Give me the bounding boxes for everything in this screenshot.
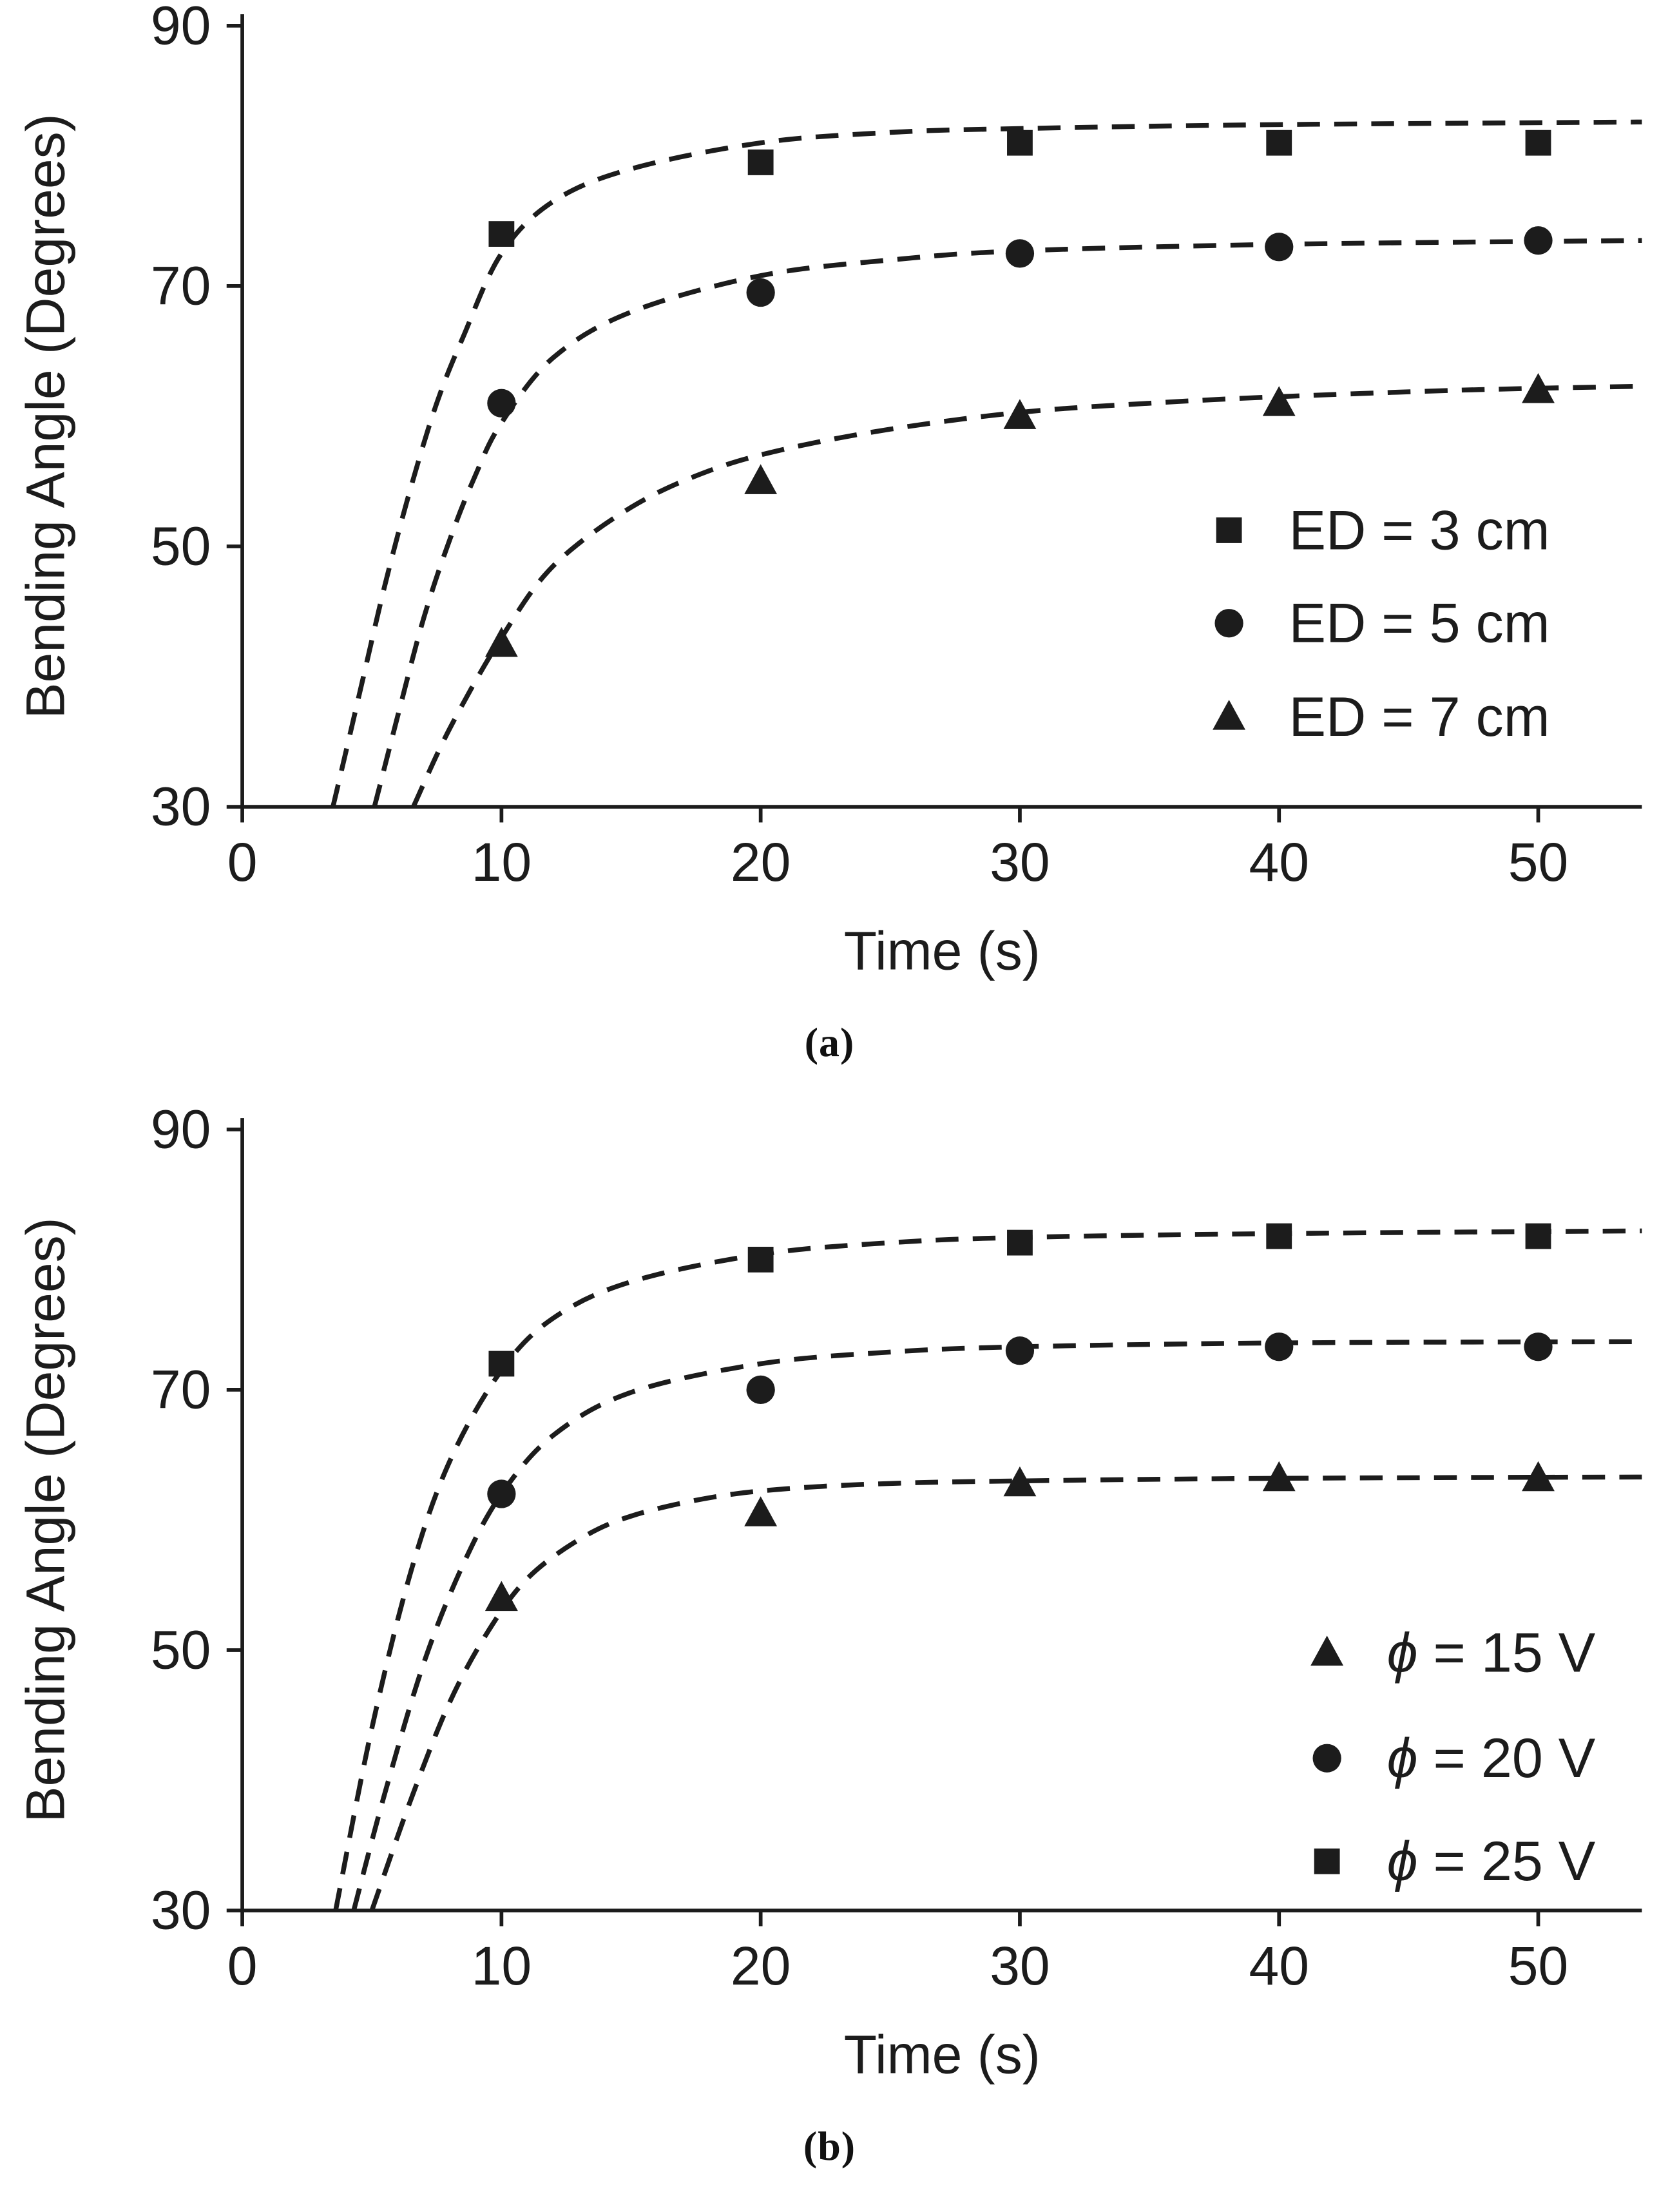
legend-label: ED = 3 cm [1289,499,1550,561]
fit-curve [333,1228,1642,1911]
data-point-marker [1003,1466,1037,1497]
data-point-marker [746,1375,775,1405]
x-tick-label: 0 [227,1936,258,1996]
data-point-marker [1007,130,1033,156]
x-tick-label: 40 [1249,832,1309,892]
data-point-marker [1003,399,1037,429]
data-point-marker [484,626,518,657]
series-20-v [351,1332,1642,1912]
y-tick-label: 50 [151,516,211,577]
data-point-marker [484,1581,518,1611]
x-tick-label: 20 [731,1936,791,1996]
legend-label: ED = 7 cm [1289,686,1550,748]
data-point-marker [488,221,515,247]
legend-marker [1213,700,1246,730]
data-point-marker [1524,226,1553,255]
y-tick-label: 30 [151,1880,211,1941]
legend-marker [1314,1848,1340,1874]
x-tick-label: 40 [1249,1936,1309,1996]
fit-curve [411,383,1642,808]
y-tick-label: 90 [151,1104,211,1159]
panel-a-caption: (a) [804,1019,855,1066]
legend-symbol: ϕ [1387,1831,1418,1892]
x-tick-label: 10 [472,832,532,892]
x-tick-label: 30 [990,1936,1050,1996]
chart-a-canvas: 30 50 70 90 0 10 20 30 40 50 Time (s) Bending Angle… [15,0,1642,981]
chart-b-canvas: 30 50 70 90 0 10 20 30 40 50 Time (s) Bending Angle… [15,1104,1642,2084]
legend-label-text: = 15 V [1418,1622,1596,1684]
panel-a: 30 50 70 90 0 10 20 30 40 50 Time (s) Bending Angle… [0,0,1659,1066]
data-point-marker [1262,386,1296,416]
data-point-marker [1005,1336,1035,1365]
plot-area: 30 50 70 90 0 10 20 30 40 50 Time (s) Bending Angle… [15,0,1642,981]
legend-marker [1312,1744,1341,1773]
x-axis-title: Time (s) [844,920,1040,981]
data-point-marker [1266,1223,1292,1249]
legend: ED = 3 cm ED = 5 cm ED = 7 cm [1213,499,1550,748]
data-point-marker [1524,1332,1553,1361]
data-point-marker [488,1351,515,1377]
data-point-marker [487,1479,516,1508]
legend-symbol: ϕ [1387,1727,1418,1789]
fit-curve [331,119,1642,807]
fit-curve [369,1474,1642,1912]
y-tick-label: 70 [151,1360,211,1420]
x-axis-title: Time (s) [844,2024,1040,2084]
legend-marker [1214,609,1243,638]
legend-label: ϕ = 15 V [1387,1622,1596,1684]
panel-b: 30 50 70 90 0 10 20 30 40 50 Time (s) Bending Angle… [0,1104,1659,2170]
y-tick-label: 50 [151,1620,211,1680]
data-point-marker [746,278,775,307]
data-point-marker [1522,1461,1555,1492]
axes-lines [240,1118,1642,1913]
panel-b-caption: (b) [803,2123,856,2169]
data-point-marker [1265,233,1294,262]
series-ed-5-cm [372,226,1642,808]
data-point-marker [747,149,774,175]
series-ed-7-cm [411,373,1642,808]
data-point-marker [1266,130,1292,156]
legend-symbol: ϕ [1387,1622,1418,1684]
y-tick-label: 90 [151,0,211,55]
legend: ϕ = 15 Vϕ = 20 Vϕ = 25 V [1310,1622,1596,1892]
legend-label: ϕ = 20 V [1387,1727,1596,1789]
series-ed-3-cm [331,119,1642,807]
legend-label: ED = 5 cm [1289,593,1550,655]
legend-label-text: = 20 V [1418,1727,1596,1789]
series-25-v [333,1223,1642,1911]
x-tick-label: 10 [472,1936,532,1996]
data-point-marker [1005,239,1035,268]
legend-marker [1216,517,1242,543]
y-tick-label: 30 [151,776,211,837]
data-point-marker [744,1496,778,1526]
y-axis-title: Bending Angle (Degrees) [15,1217,75,1822]
legend-marker [1310,1635,1344,1666]
data-point-marker [747,1247,774,1273]
legend-label-text: = 25 V [1418,1831,1596,1892]
data-point-marker [1265,1332,1294,1361]
plot-area: 30 50 70 90 0 10 20 30 40 50 Time (s) Bending Angle… [15,1104,1642,2084]
data-point-marker [487,389,516,418]
fit-curve [351,1339,1642,1912]
series-15-v [369,1461,1642,1912]
x-tick-label: 50 [1508,832,1569,892]
fit-curve [372,238,1642,808]
data-point-marker [744,464,778,494]
data-point-marker [1525,1223,1551,1249]
legend-label: ϕ = 25 V [1387,1831,1596,1892]
x-tick-label: 50 [1508,1936,1569,1996]
x-tick-label: 30 [990,832,1050,892]
data-point-marker [1262,1461,1296,1492]
y-tick-label: 70 [151,255,211,316]
data-point-marker [1522,373,1555,403]
x-tick-label: 20 [731,832,791,892]
y-axis-title: Bending Angle (Degrees) [15,113,75,718]
x-tick-label: 0 [227,832,258,892]
data-point-marker [1525,130,1551,156]
data-point-marker [1007,1229,1033,1256]
